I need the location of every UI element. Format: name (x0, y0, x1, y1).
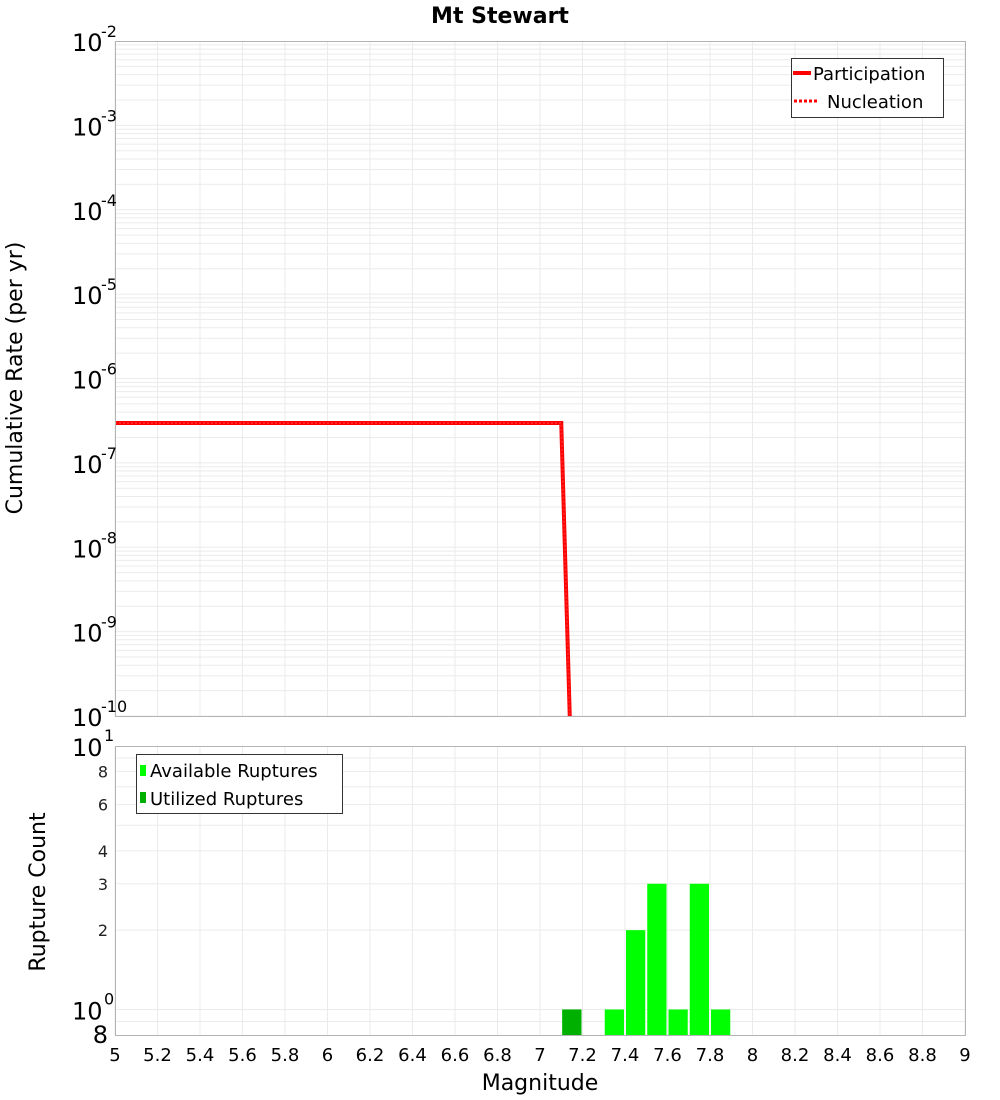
nucleation-line (115, 421, 571, 717)
top-plot-frame (115, 41, 966, 717)
legend-utilized-label: Utilized Ruptures (150, 789, 303, 810)
x-tick-label: 7.6 (653, 1045, 682, 1066)
available-bar (711, 1009, 731, 1035)
y-tick-label: 10 0 (72, 989, 114, 1025)
y-minor-tick-label: 8 (98, 763, 108, 782)
svg-text:0: 0 (104, 989, 114, 1008)
x-tick-label: 5.4 (186, 1045, 215, 1066)
available-bar (626, 930, 646, 1035)
y-minor-tick-label: 8 (93, 1021, 108, 1049)
x-tick-label: 8.8 (908, 1045, 937, 1066)
svg-text:-6: -6 (101, 360, 117, 379)
svg-text:-9: -9 (101, 613, 117, 632)
utilized-bar (562, 1009, 582, 1035)
bottom-plot-frame (115, 746, 966, 1036)
bottom-plot-legend: Available Ruptures Utilized Ruptures (136, 754, 343, 814)
bottom-plot-y-label: Rupture Count (26, 812, 51, 972)
x-tick-label: 7.8 (696, 1045, 725, 1066)
x-tick-label: 8.4 (823, 1045, 852, 1066)
svg-text:10: 10 (72, 734, 103, 762)
top-plot-y-label: Cumulative Rate (per yr) (3, 242, 28, 515)
top-plot-y-ticks: 10-210-310-410-510-610-710-810-910-10 (72, 22, 127, 732)
svg-text:-10: -10 (101, 697, 127, 716)
x-tick-label: 5.8 (271, 1045, 300, 1066)
top-plot-series (115, 420, 572, 717)
available-bar (689, 883, 709, 1035)
x-tick-label: 6.2 (356, 1045, 385, 1066)
svg-text:-7: -7 (101, 444, 117, 463)
svg-text:1: 1 (104, 726, 114, 745)
available-bar (647, 883, 667, 1035)
chart-title: Mt Stewart (431, 4, 569, 29)
svg-text:10: 10 (72, 620, 103, 648)
x-tick-label: 5 (109, 1045, 120, 1066)
svg-text:10: 10 (72, 451, 103, 479)
x-tick-label: 6 (322, 1045, 333, 1066)
y-tick-label: 10-10 (72, 697, 127, 732)
y-tick-label: 10-4 (72, 191, 117, 226)
x-axis-label: Magnitude (482, 1071, 599, 1096)
y-tick-label: 10-6 (72, 360, 117, 395)
available-bar (604, 1009, 624, 1035)
svg-text:10: 10 (72, 535, 103, 563)
x-tick-label: 7.4 (611, 1045, 640, 1066)
svg-text:10: 10 (72, 29, 103, 57)
top-plot-grid (114, 41, 966, 717)
x-tick-label: 5.6 (228, 1045, 257, 1066)
svg-text:10: 10 (72, 113, 103, 141)
svg-text:10: 10 (72, 367, 103, 395)
legend-available-label: Available Ruptures (150, 761, 318, 782)
legend-participation-label: Participation (813, 64, 925, 85)
y-tick-label: 10-3 (72, 106, 117, 141)
available-legend-swatch (140, 765, 146, 776)
y-tick-label: 10-8 (72, 528, 117, 563)
top-plot-legend: Participation Nucleation (791, 58, 944, 118)
x-tick-label: 9 (959, 1045, 970, 1066)
svg-text:10: 10 (72, 997, 103, 1025)
top-plot: 10-210-310-410-510-610-710-810-910-10 Cu… (3, 22, 966, 732)
svg-text:-5: -5 (101, 275, 117, 294)
y-minor-tick-label: 2 (98, 921, 108, 940)
x-axis-ticks: 5 5.2 5.4 5.6 5.8 6 6.2 6.4 6.6 6.8 7 7.2 7.4 7.6 7.8 8… (109, 1045, 970, 1066)
y-tick-label: 10-2 (72, 22, 117, 57)
x-tick-label: 6.8 (483, 1045, 512, 1066)
utilized-legend-swatch (140, 792, 146, 803)
svg-text:-8: -8 (101, 528, 117, 547)
x-tick-label: 7.2 (568, 1045, 597, 1066)
y-minor-tick-label: 6 (98, 795, 108, 814)
svg-text:-2: -2 (101, 22, 117, 41)
svg-text:-4: -4 (101, 191, 117, 210)
x-tick-label: 8.6 (866, 1045, 895, 1066)
svg-text:10: 10 (72, 198, 103, 226)
y-minor-tick-label: 3 (98, 875, 108, 894)
available-bar (668, 1009, 688, 1035)
y-minor-tick-label: 4 (98, 842, 108, 861)
y-tick-label: 10-5 (72, 275, 117, 310)
x-tick-label: 6.4 (398, 1045, 427, 1066)
x-tick-label: 8 (747, 1045, 758, 1066)
y-tick-label: 10 1 (72, 726, 114, 762)
svg-text:-3: -3 (101, 106, 117, 125)
x-tick-label: 8.2 (781, 1045, 810, 1066)
y-tick-label: 10-7 (72, 444, 117, 479)
x-tick-label: 6.6 (441, 1045, 470, 1066)
x-tick-label: 7 (534, 1045, 545, 1066)
legend-nucleation-label: Nucleation (827, 92, 923, 113)
svg-text:10: 10 (72, 282, 103, 310)
svg-text:10: 10 (72, 704, 103, 732)
bottom-plot-bars (562, 883, 731, 1035)
x-tick-label: 5.2 (143, 1045, 172, 1066)
y-tick-label: 10-9 (72, 613, 117, 648)
